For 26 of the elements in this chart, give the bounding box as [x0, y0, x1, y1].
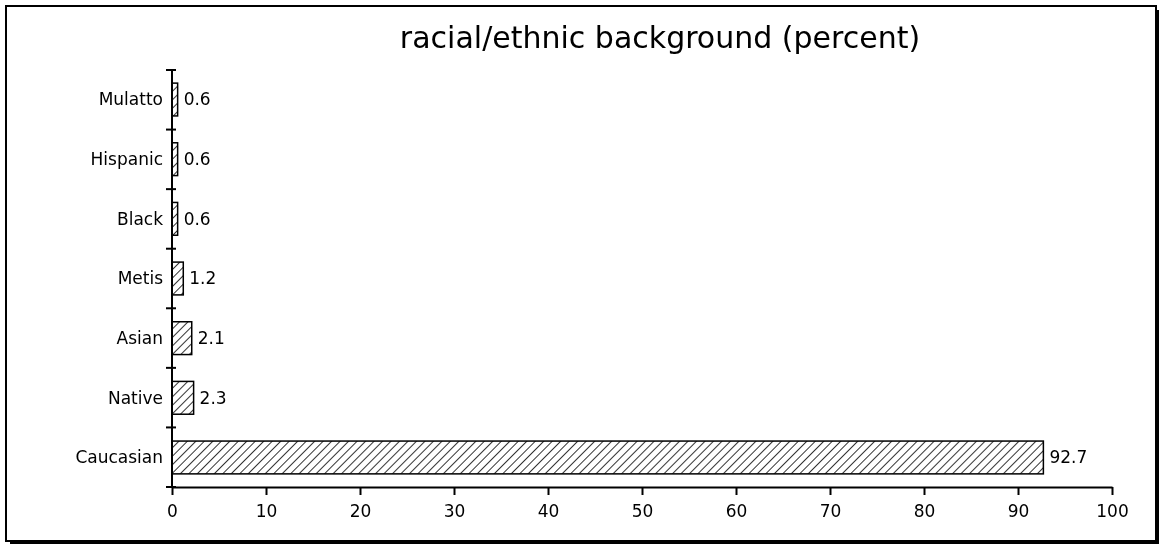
y-tick-label: Hispanic — [90, 149, 163, 170]
x-tick-label: 50 — [631, 501, 654, 522]
data-label: 2.3 — [199, 387, 227, 408]
chart-title: racial/ethnic background (percent) — [399, 20, 921, 55]
data-label: 92.7 — [1049, 447, 1088, 468]
x-tick-label: 100 — [1096, 501, 1129, 522]
x-tick-label: 70 — [819, 501, 842, 522]
x-tick-label: 10 — [255, 501, 278, 522]
y-tick-label: Native — [107, 387, 163, 408]
x-tick-label: 40 — [537, 501, 560, 522]
x-tick-label: 60 — [725, 501, 748, 522]
y-tick-label: Asian — [116, 328, 163, 349]
x-tick-label: 30 — [443, 501, 466, 522]
data-label: 0.6 — [183, 208, 211, 229]
x-tick-label: 20 — [349, 501, 372, 522]
y-tick-label: Mulatto — [98, 89, 163, 110]
x-tick-label: 80 — [913, 501, 936, 522]
data-label: 1.2 — [189, 268, 217, 289]
x-tick-label: 0 — [167, 501, 178, 522]
y-tick-label: Caucasian — [75, 447, 163, 468]
data-label: 0.6 — [183, 89, 211, 110]
y-tick-label: Black — [117, 208, 164, 229]
data-label: 2.1 — [197, 328, 225, 349]
data-label: 0.6 — [183, 149, 211, 170]
y-tick-label: Metis — [117, 268, 164, 289]
x-tick-label: 90 — [1007, 501, 1030, 522]
